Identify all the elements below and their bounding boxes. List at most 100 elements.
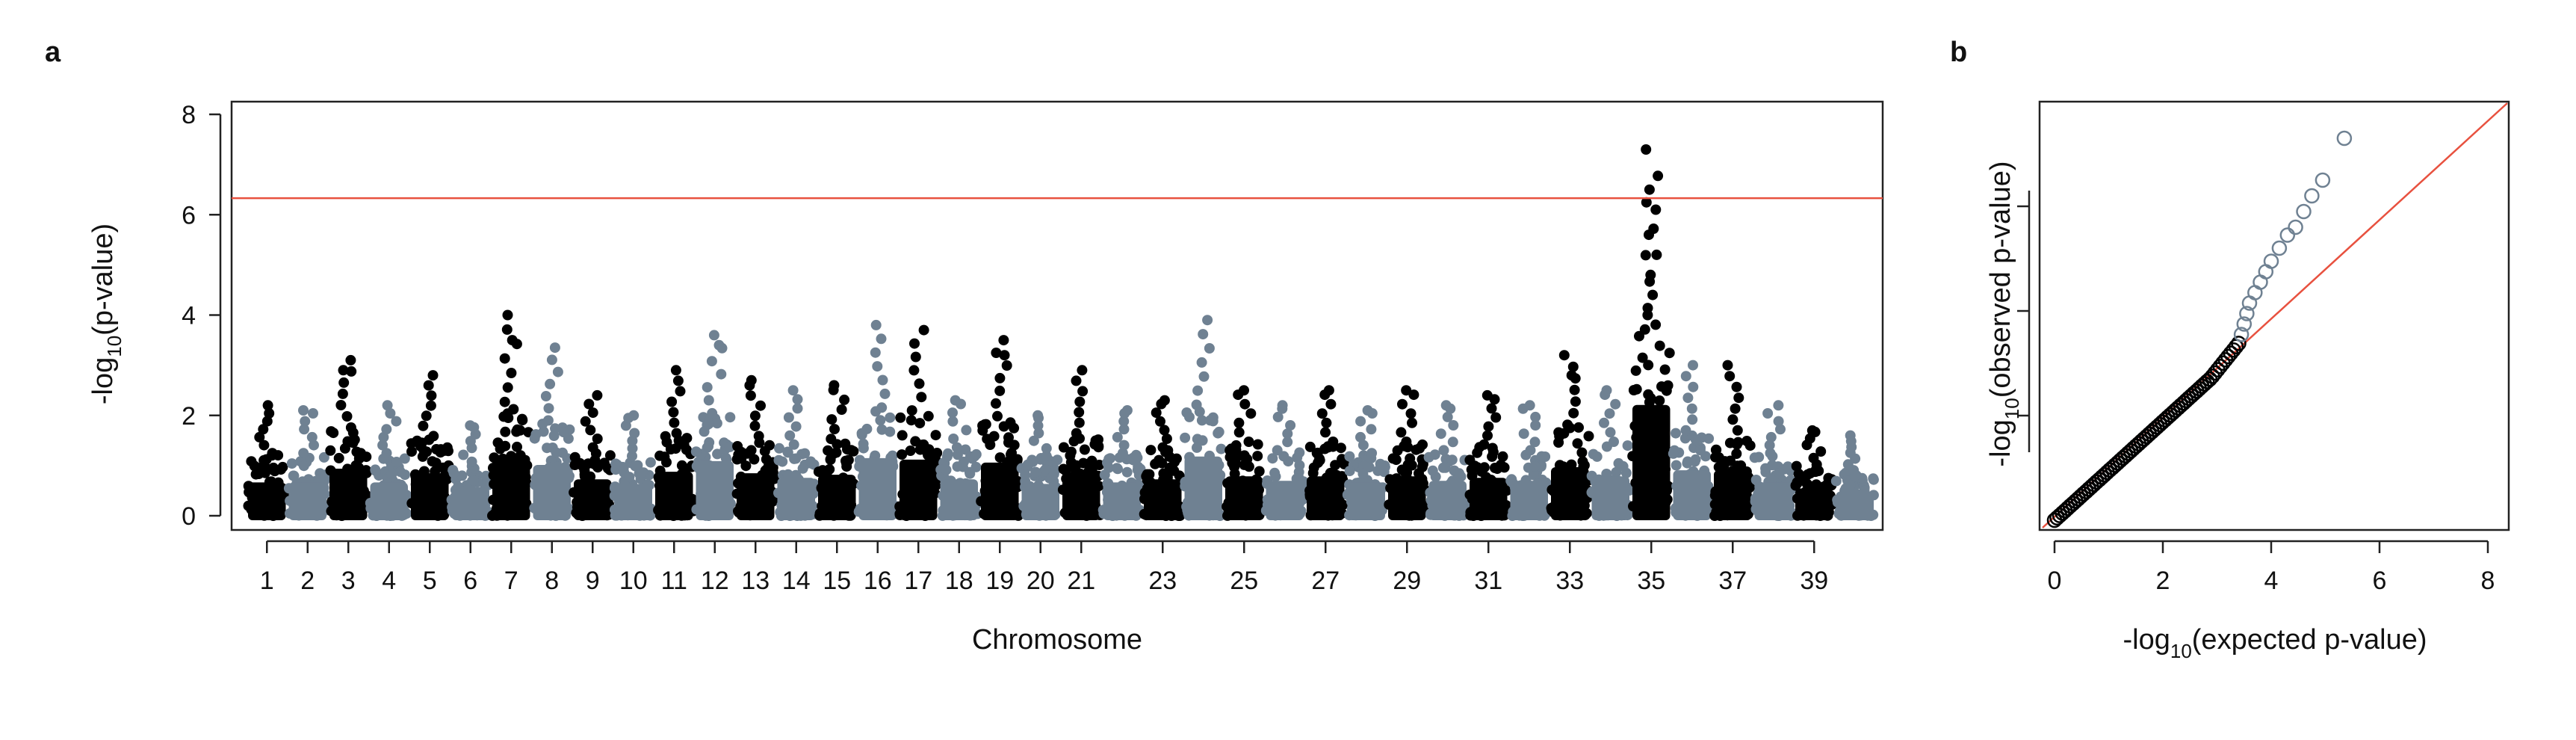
snp-point [1680,371,1691,382]
snp-point [1447,437,1458,448]
snp-point [1272,445,1283,456]
snp-point-band [1714,470,1752,520]
snp-point [448,467,459,478]
manhattan-x-tick-label: 12 [701,567,729,595]
snp-point [545,378,556,389]
snp-point [1344,466,1355,477]
snp-point [468,422,480,433]
snp-point [503,413,514,423]
snp-top-point [549,342,560,354]
snp-point [335,400,347,410]
snp-point [991,348,1002,358]
snp-point [585,425,596,436]
snp-point-band [533,464,571,520]
snp-point [1192,442,1202,453]
snp-point [466,456,477,467]
snp-point [337,388,348,399]
snp-point [1229,461,1240,472]
snp-point [587,442,598,453]
manhattan-x-tick-label: 19 [985,567,1014,595]
snp-point [1868,473,1879,484]
snp-point [1401,437,1412,447]
snp-point [764,440,775,451]
snp-point [1040,464,1051,475]
snp-point [540,391,551,401]
snp-point [1783,461,1794,472]
snp-point [637,467,648,478]
snp-point [716,369,727,380]
chromosome-39-points [1790,425,1837,521]
snp-point [381,424,392,435]
chromosome-21-points [1057,365,1106,521]
snp-point [1157,442,1168,453]
snp-point [1464,454,1476,466]
chromosome-17-points [894,324,943,521]
snp-point [308,408,318,419]
snp-point [1569,384,1580,395]
manhattan-x-tick-label: 27 [1311,567,1340,595]
chromosome-19-points [976,335,1024,521]
snp-point [1765,448,1776,459]
snp-point [1180,432,1191,443]
manhattan-y-tick-label: 6 [182,201,196,229]
snp-point [1476,466,1487,477]
chromosome-30-points [1423,400,1471,521]
chromosome-9-points [569,389,616,521]
snp-point [604,450,616,461]
snp-point [1079,444,1090,455]
snp-point [1529,461,1541,472]
qq-tail-point [2233,327,2250,342]
snp-point [385,408,396,419]
chromosome-28-points [1342,405,1390,521]
manhattan-x-tick-label: 1 [260,567,274,595]
chromosome-33-points [1546,350,1594,521]
snp-point [370,465,381,476]
snp-point [805,456,817,467]
snp-point [1644,276,1656,287]
snp-point-band [1673,470,1711,520]
qq-x-tick-label: 4 [2264,567,2279,595]
snp-point [645,457,656,468]
snp-point [1536,451,1547,462]
snp-point [1020,469,1031,481]
snp-point [725,412,736,423]
snp-point [1198,329,1209,340]
snp-point [1682,457,1693,469]
snp-point-band [370,482,408,520]
snp-point [1637,352,1648,363]
snp-point [1145,445,1157,456]
snp-point [1442,411,1453,422]
snp-point [288,470,300,481]
snp-point [1445,403,1456,414]
snp-point [1308,462,1319,473]
snp-point [1517,403,1529,414]
snp-point [269,466,280,477]
manhattan-x-axis-title: Chromosome [972,624,1142,656]
snp-point [1150,458,1161,469]
snp-point [1773,416,1784,427]
snp-point [777,456,788,467]
qq-x-title-base: 10 [2170,640,2192,662]
snp-point [1267,453,1278,464]
snp-point [1599,417,1609,428]
snp-point [267,448,278,459]
snp-point [1643,389,1654,400]
snp-point [876,424,888,435]
qq-tail-point [2304,188,2320,204]
snp-point [1325,398,1337,410]
snp-point [1591,451,1603,462]
snp-point [1486,403,1497,414]
snp-point [1600,389,1611,401]
snp-point [1710,444,1721,455]
snp-point [676,460,687,471]
snp-point [1355,416,1366,427]
snp-point [836,404,847,415]
snp-point [1643,360,1654,371]
snp-point [1671,460,1682,471]
snp-point-band [1551,467,1589,520]
snp-point [1191,399,1202,410]
snp-point [328,428,339,439]
snp-point [1682,392,1694,404]
manhattan-x-tick-label: 4 [382,567,396,595]
